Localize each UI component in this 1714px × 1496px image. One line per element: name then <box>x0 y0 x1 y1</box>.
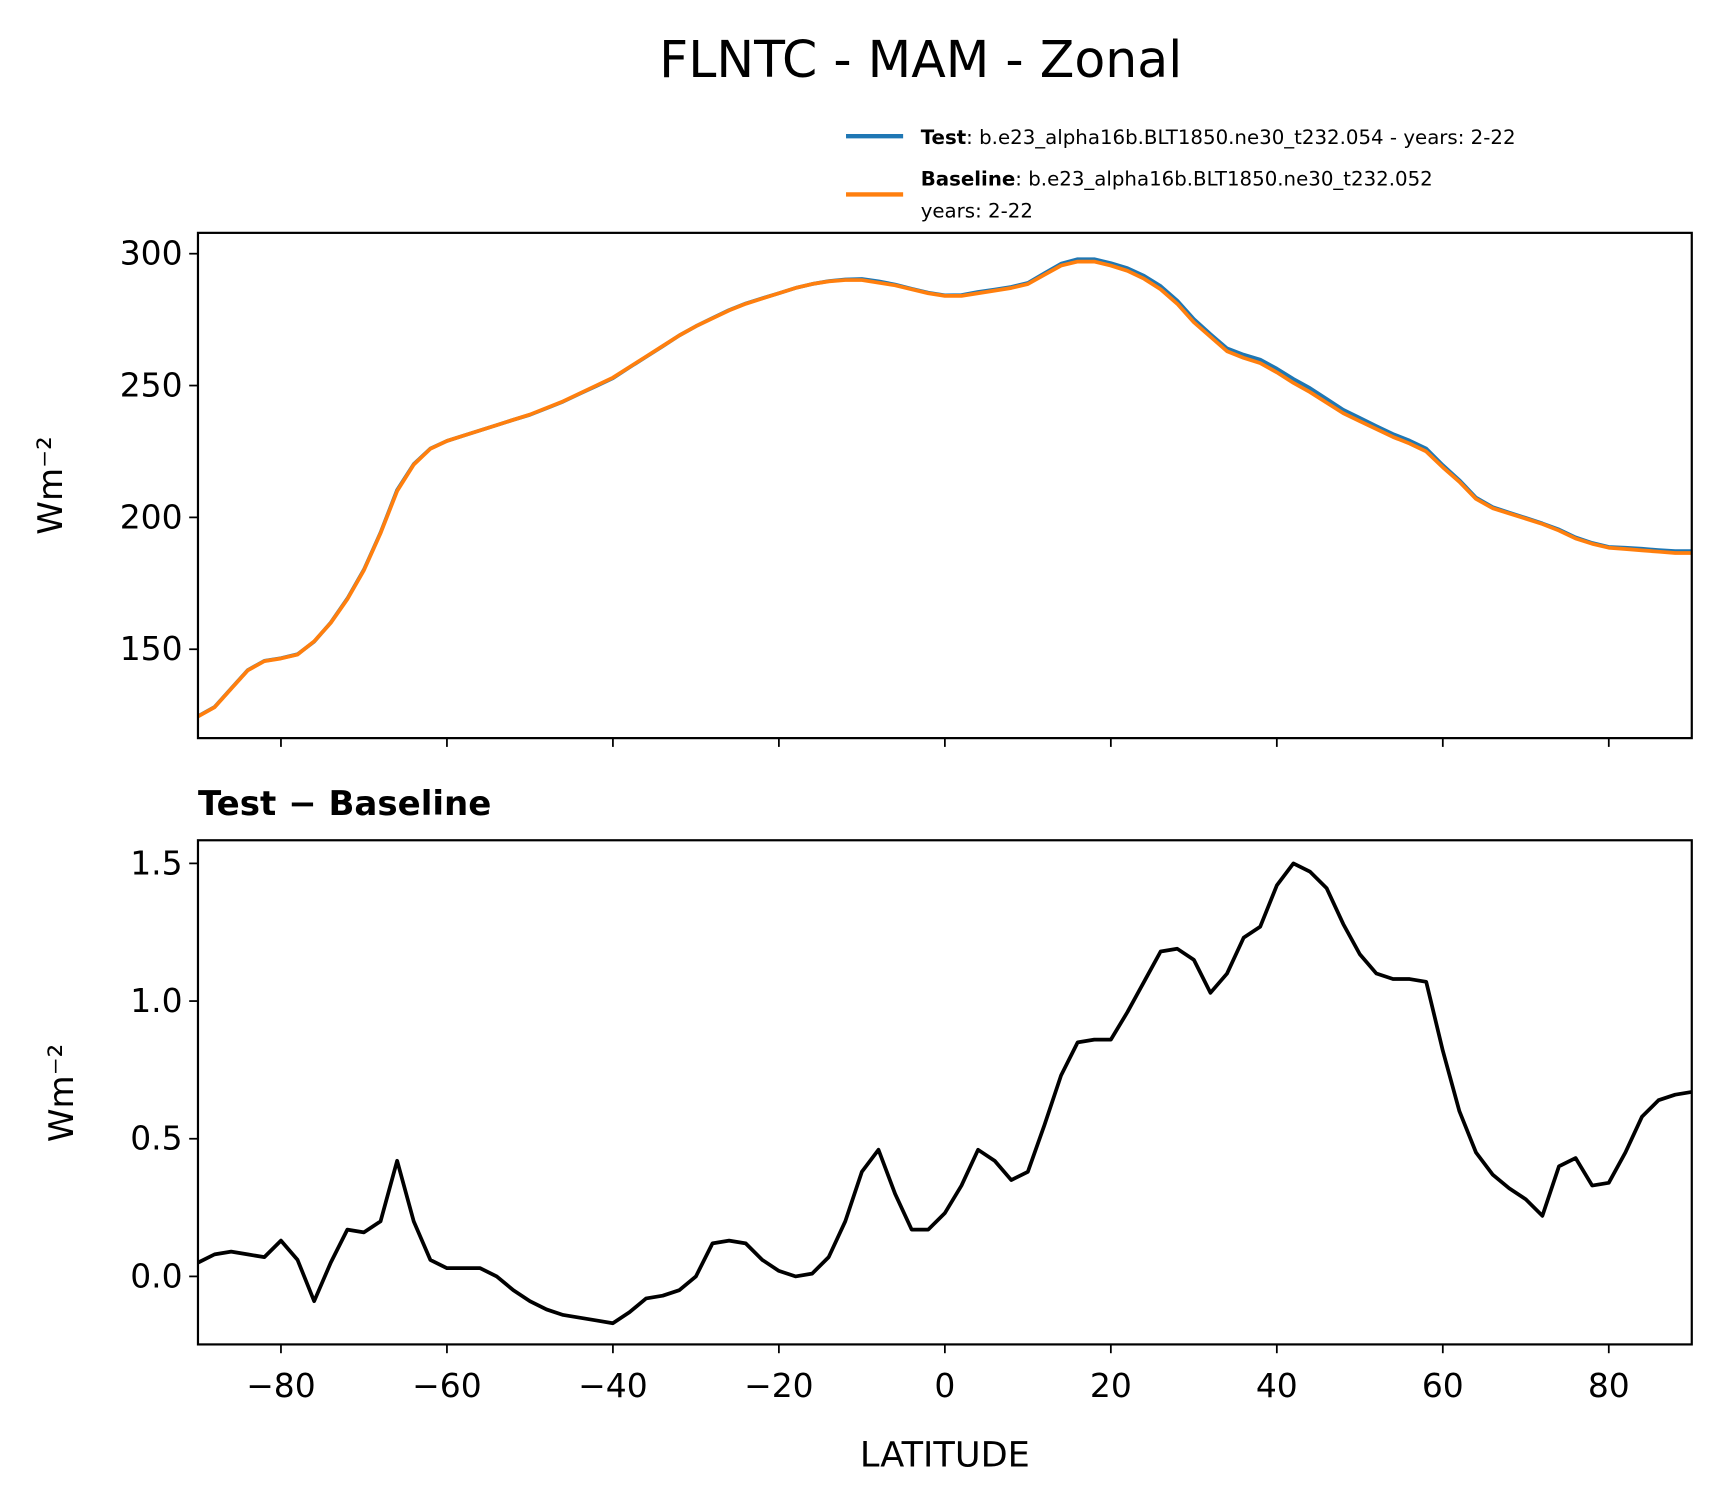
y-axis-label: Wm⁻² <box>42 1044 82 1142</box>
x-tick-label: 20 <box>1090 1366 1132 1405</box>
x-tick-label: 40 <box>1256 1366 1298 1405</box>
x-tick-label: 60 <box>1422 1366 1464 1405</box>
y-tick-label: 300 <box>120 234 183 273</box>
legend-description: years: 2-22 <box>921 199 1033 222</box>
legend-description: : b.e23_alpha16b.BLT1850.ne30_t232.052 <box>1015 168 1432 191</box>
x-tick-label: −60 <box>412 1366 482 1405</box>
legend-entry: Test: b.e23_alpha16b.BLT1850.ne30_t232.0… <box>921 126 1516 149</box>
y-tick-label: 200 <box>120 497 183 536</box>
legend: Test: b.e23_alpha16b.BLT1850.ne30_t232.0… <box>846 126 1516 222</box>
data-line <box>197 259 1692 719</box>
x-tick-label: −20 <box>744 1366 814 1405</box>
axes-frame <box>196 231 1693 740</box>
legend-name: Test <box>921 126 966 149</box>
x-tick-label: 0 <box>934 1366 955 1405</box>
y-tick-label: 0.0 <box>130 1256 182 1295</box>
y-tick-label: 150 <box>120 629 183 668</box>
y-tick-label: 1.0 <box>130 981 182 1020</box>
y-tick-label: 0.5 <box>130 1119 182 1158</box>
panel-subtitle: Test − Baseline <box>198 784 491 824</box>
data-line <box>197 861 1692 1326</box>
y-axis-label: Wm⁻² <box>31 436 71 534</box>
x-tick-label: 80 <box>1588 1366 1630 1405</box>
y-tick-label: 1.5 <box>130 843 182 882</box>
legend-description: : b.e23_alpha16b.BLT1850.ne30_t232.054 -… <box>966 126 1515 149</box>
axes-frame <box>196 839 1693 1346</box>
x-tick-label: −40 <box>578 1366 648 1405</box>
x-axis-label: LATITUDE <box>860 1434 1030 1475</box>
legend-entry: Baseline: b.e23_alpha16b.BLT1850.ne30_t2… <box>921 168 1433 191</box>
y-tick-label: 250 <box>120 366 183 405</box>
x-tick-label: −80 <box>246 1366 316 1405</box>
chart-title: FLNTC - MAM - Zonal <box>659 30 1182 89</box>
legend-name: Baseline <box>921 168 1016 191</box>
